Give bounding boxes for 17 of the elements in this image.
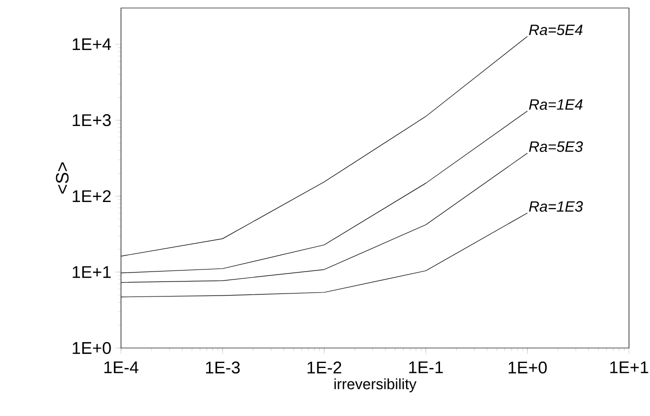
series-label: Ra=5E4 bbox=[529, 24, 582, 36]
y-tick-label: 1E+0 bbox=[72, 342, 111, 354]
x-tick-label: 1E-3 bbox=[206, 362, 240, 374]
y-axis-title: <S> bbox=[56, 162, 69, 194]
y-tick-label: 1E+3 bbox=[72, 114, 111, 126]
x-tick-label: 1E+1 bbox=[610, 362, 648, 374]
x-tick-label: 1E-4 bbox=[104, 362, 138, 374]
x-tick-label: 1E-2 bbox=[308, 362, 342, 374]
x-tick-label: 1E-1 bbox=[409, 362, 443, 374]
series-label: Ra=1E4 bbox=[529, 99, 582, 110]
x-axis-title: irreversibility bbox=[334, 378, 416, 392]
y-tick-label: 1E+4 bbox=[72, 38, 111, 50]
series-label: Ra=5E3 bbox=[529, 141, 583, 152]
y-tick-label: 1E+2 bbox=[72, 190, 111, 202]
series-label: Ra=1E3 bbox=[529, 201, 583, 212]
y-tick-label: 1E+1 bbox=[72, 266, 111, 278]
x-tick-label: 1E+0 bbox=[508, 362, 547, 374]
